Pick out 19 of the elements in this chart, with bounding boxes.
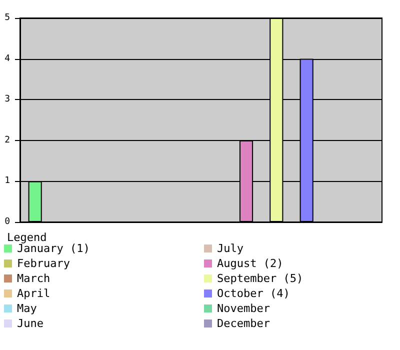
legend-label: May bbox=[17, 302, 38, 315]
y-tick-label: 3 bbox=[4, 94, 10, 105]
y-tick-label: 5 bbox=[4, 13, 10, 23]
legend-label: January (1) bbox=[17, 242, 90, 255]
legend-label: July bbox=[217, 242, 244, 255]
legend-label: August (2) bbox=[217, 257, 284, 270]
legend-label: March bbox=[17, 272, 50, 285]
legend-label: February bbox=[17, 257, 70, 270]
legend-label: April bbox=[17, 287, 50, 300]
y-tick-label: 4 bbox=[4, 54, 10, 64]
legend-label: November bbox=[217, 302, 270, 315]
legend-label: September (5) bbox=[217, 272, 304, 285]
y-tick-label: 0 bbox=[4, 217, 10, 227]
legend-title: Legend bbox=[7, 231, 47, 244]
legend-label: June bbox=[17, 317, 44, 330]
legend-label: December bbox=[217, 317, 270, 330]
y-tick-label: 2 bbox=[4, 135, 10, 146]
legend-label: October (4) bbox=[217, 287, 290, 300]
y-tick-label: 1 bbox=[4, 176, 10, 186]
